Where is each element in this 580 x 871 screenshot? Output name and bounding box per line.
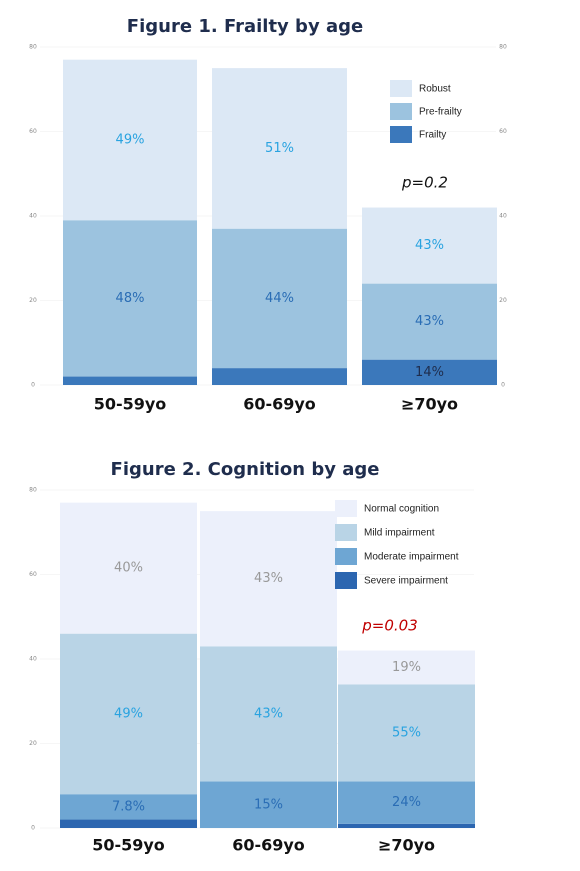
y2-tick-label: 80	[499, 44, 507, 51]
segment-label: 19%	[392, 660, 421, 675]
legend-label: Pre-frailty	[419, 107, 462, 118]
legend-swatch	[390, 126, 412, 143]
bar-segment	[60, 633, 197, 795]
bar-segment	[212, 228, 347, 369]
x-tick-label: 50-59yo	[94, 395, 167, 414]
bar-segment	[212, 368, 347, 385]
segment-label: 7.8%	[112, 799, 145, 814]
legend-label: Normal cognition	[364, 504, 439, 515]
x-tick-label: ≥70yo	[378, 836, 435, 855]
annotation: p=0.2	[401, 174, 448, 192]
legend-label: Moderate impairment	[364, 552, 459, 563]
y-tick-label: 60	[29, 571, 37, 578]
segment-label: 48%	[116, 291, 145, 306]
segment-label: 44%	[265, 291, 294, 306]
y2-tick-label: 60	[499, 128, 507, 135]
segment-label: 49%	[116, 132, 145, 147]
segment-label: 24%	[392, 795, 421, 810]
segment-label: 14%	[415, 365, 444, 380]
segment-label: 15%	[254, 797, 283, 812]
legend-swatch	[335, 572, 357, 589]
bar-segment	[63, 220, 197, 377]
y-tick-label: 40	[29, 213, 37, 220]
y-tick-label: 80	[29, 44, 37, 51]
y-tick-label: 20	[29, 740, 37, 747]
y2-tick-label: 20	[499, 297, 507, 304]
legend-swatch	[335, 548, 357, 565]
bar-segment	[338, 823, 475, 828]
chart-title: Figure 1. Frailty by age	[127, 16, 363, 37]
segment-label: 43%	[415, 314, 444, 329]
bar-segment	[362, 207, 497, 284]
annotation: p=0.03	[361, 617, 418, 635]
y-tick-label: 80	[29, 487, 37, 494]
legend-label: Robust	[419, 84, 451, 95]
y-tick-label: 0	[31, 825, 35, 832]
chart-title: Figure 2. Cognition by age	[111, 459, 380, 480]
bar-segment	[212, 68, 347, 229]
y-tick-label: 20	[29, 297, 37, 304]
segment-label: 51%	[265, 141, 294, 156]
bar-segment	[63, 376, 197, 385]
y-tick-label: 60	[29, 128, 37, 135]
y-tick-label: 40	[29, 656, 37, 663]
bar-segment	[338, 684, 475, 782]
bar-segment	[338, 650, 475, 685]
segment-label: 49%	[114, 706, 143, 721]
y2-tick-label: 40	[499, 213, 507, 220]
legend-swatch	[335, 500, 357, 517]
x-tick-label: 60-69yo	[243, 395, 316, 414]
segment-label: 43%	[415, 238, 444, 253]
bar-segment	[60, 502, 197, 634]
legend-swatch	[390, 103, 412, 120]
y-tick-label: 0	[31, 382, 35, 389]
bar-segment	[362, 283, 497, 360]
x-tick-label: 60-69yo	[232, 836, 305, 855]
bar-segment	[63, 59, 197, 221]
bar-segment	[200, 646, 337, 782]
segment-label: 40%	[114, 561, 143, 576]
legend-label: Mild impairment	[364, 528, 435, 539]
bar-segment	[60, 819, 197, 828]
legend-label: Severe impairment	[364, 576, 448, 587]
legend-swatch	[335, 524, 357, 541]
segment-label: 55%	[392, 725, 421, 740]
legend-label: Frailty	[419, 130, 446, 141]
segment-label: 43%	[254, 571, 283, 586]
y2-tick-label: 0	[501, 382, 505, 389]
bar-segment	[60, 794, 197, 820]
x-tick-label: 50-59yo	[92, 836, 165, 855]
segment-label: 43%	[254, 706, 283, 721]
bar-segment	[200, 781, 337, 828]
bar-segment	[338, 781, 475, 824]
legend-swatch	[390, 80, 412, 97]
bar-segment	[362, 359, 497, 385]
bar-segment	[200, 511, 337, 647]
x-tick-label: ≥70yo	[401, 395, 458, 414]
